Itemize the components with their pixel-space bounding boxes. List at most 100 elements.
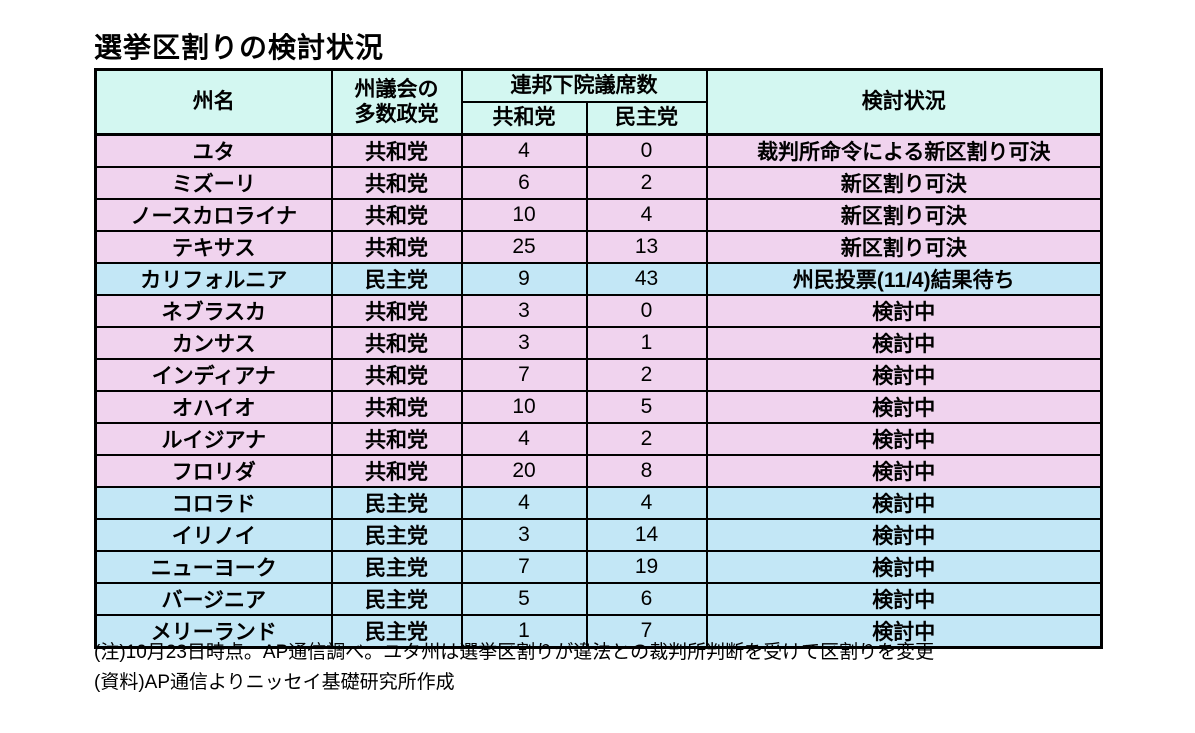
cell-status: 新区割り可決 [705, 166, 1103, 200]
header-majority-line1: 州議会の [354, 77, 439, 101]
cell-status: 検討中 [705, 518, 1103, 552]
cell-dem-seats: 43 [585, 262, 708, 296]
cell-dem-seats: 5 [585, 390, 708, 424]
cell-state: ノースカロライナ [94, 198, 333, 232]
header-republican: 共和党 [460, 101, 588, 136]
cell-state: カリフォルニア [94, 262, 333, 296]
redistricting-table: 州名 州議会の 多数政党 連邦下院議席数 検討状況 共和党 民主党 ユタ 共和党… [94, 68, 1103, 649]
cell-party: 民主党 [330, 582, 463, 616]
table-row: ユタ 共和党 4 0 裁判所命令による新区割り可決 [94, 133, 1103, 168]
cell-status: 検討中 [705, 582, 1103, 616]
cell-status: 検討中 [705, 454, 1103, 488]
table-row: イリノイ 民主党 3 14 検討中 [94, 518, 1103, 552]
cell-party: 共和党 [330, 422, 463, 456]
cell-party: 共和党 [330, 390, 463, 424]
header-majority-line2: 多数政党 [354, 103, 439, 126]
cell-state: フロリダ [94, 454, 333, 488]
cell-party: 共和党 [330, 166, 463, 200]
cell-party: 民主党 [330, 614, 463, 649]
table-row: ミズーリ 共和党 6 2 新区割り可決 [94, 166, 1103, 200]
cell-party: 民主党 [330, 550, 463, 584]
cell-state: コロラド [94, 486, 333, 520]
cell-rep-seats: 4 [460, 422, 588, 456]
cell-status: 検討中 [705, 294, 1103, 328]
cell-rep-seats: 4 [460, 486, 588, 520]
cell-rep-seats: 3 [460, 294, 588, 328]
cell-rep-seats: 10 [460, 198, 588, 232]
cell-party: 共和党 [330, 358, 463, 392]
table-row: メリーランド 民主党 1 7 検討中 [94, 614, 1103, 649]
cell-party: 民主党 [330, 262, 463, 296]
cell-dem-seats: 0 [585, 133, 708, 168]
cell-dem-seats: 8 [585, 454, 708, 488]
note-line: (注)10月23日時点。AP通信調べ。ユタ州は選挙区割りが違法との裁判所判断を受… [94, 642, 935, 663]
table-header: 州名 州議会の 多数政党 連邦下院議席数 検討状況 共和党 民主党 [94, 68, 1103, 136]
cell-party: 民主党 [330, 518, 463, 552]
cell-status: 検討中 [705, 326, 1103, 360]
cell-state: ネブラスカ [94, 294, 333, 328]
table-row: フロリダ 共和党 20 8 検討中 [94, 454, 1103, 488]
cell-state: メリーランド [94, 614, 333, 649]
table-row: テキサス 共和党 25 13 新区割り可決 [94, 230, 1103, 264]
cell-state: ミズーリ [94, 166, 333, 200]
cell-dem-seats: 7 [585, 614, 708, 649]
cell-party: 共和党 [330, 326, 463, 360]
cell-status: 検討中 [705, 358, 1103, 392]
table-row: ニューヨーク 民主党 7 19 検討中 [94, 550, 1103, 584]
cell-status: 検討中 [705, 390, 1103, 424]
cell-state: バージニア [94, 582, 333, 616]
header-majority-party: 州議会の 多数政党 [330, 68, 463, 136]
cell-rep-seats: 10 [460, 390, 588, 424]
cell-rep-seats: 3 [460, 518, 588, 552]
table-row: インディアナ 共和党 7 2 検討中 [94, 358, 1103, 392]
cell-status: 検討中 [705, 486, 1103, 520]
cell-status: 検討中 [705, 614, 1103, 649]
cell-status: 検討中 [705, 550, 1103, 584]
header-house-seats-group: 連邦下院議席数 [460, 68, 708, 103]
page-title: 選挙区割りの検討状況 [94, 26, 385, 70]
cell-dem-seats: 6 [585, 582, 708, 616]
cell-party: 共和党 [330, 133, 463, 168]
cell-rep-seats: 20 [460, 454, 588, 488]
table-row: カリフォルニア 民主党 9 43 州民投票(11/4)結果待ち [94, 262, 1103, 296]
footnotes: (注)10月23日時点。AP通信調べ。ユタ州は選挙区割りが違法との裁判所判断を受… [94, 638, 934, 699]
cell-rep-seats: 4 [460, 133, 588, 168]
cell-rep-seats: 7 [460, 358, 588, 392]
header-status: 検討状況 [705, 68, 1103, 136]
cell-state: イリノイ [94, 518, 333, 552]
cell-state: オハイオ [94, 390, 333, 424]
table-row: ノースカロライナ 共和党 10 4 新区割り可決 [94, 198, 1103, 232]
cell-state: カンサス [94, 326, 333, 360]
table-row: ルイジアナ 共和党 4 2 検討中 [94, 422, 1103, 456]
cell-party: 共和党 [330, 198, 463, 232]
cell-dem-seats: 2 [585, 422, 708, 456]
table-row: カンサス 共和党 3 1 検討中 [94, 326, 1103, 360]
cell-status: 新区割り可決 [705, 198, 1103, 232]
cell-state: ユタ [94, 133, 333, 168]
cell-rep-seats: 25 [460, 230, 588, 264]
cell-party: 共和党 [330, 230, 463, 264]
table-row: コロラド 民主党 4 4 検討中 [94, 486, 1103, 520]
cell-dem-seats: 13 [585, 230, 708, 264]
cell-state: テキサス [94, 230, 333, 264]
note-line: (資料)AP通信よりニッセイ基礎研究所作成 [94, 672, 455, 694]
cell-dem-seats: 2 [585, 166, 708, 200]
cell-party: 共和党 [330, 294, 463, 328]
cell-rep-seats: 5 [460, 582, 588, 616]
table-row: オハイオ 共和党 10 5 検討中 [94, 390, 1103, 424]
header-democrat: 民主党 [585, 101, 708, 136]
cell-dem-seats: 4 [585, 198, 708, 232]
cell-state: ルイジアナ [94, 422, 333, 456]
cell-state: ニューヨーク [94, 550, 333, 584]
cell-rep-seats: 9 [460, 262, 588, 296]
cell-dem-seats: 19 [585, 550, 708, 584]
cell-status: 裁判所命令による新区割り可決 [705, 133, 1103, 168]
table-row: ネブラスカ 共和党 3 0 検討中 [94, 294, 1103, 328]
cell-party: 共和党 [330, 454, 463, 488]
cell-rep-seats: 7 [460, 550, 588, 584]
cell-rep-seats: 1 [460, 614, 588, 649]
header-state: 州名 [94, 68, 333, 136]
cell-dem-seats: 0 [585, 294, 708, 328]
cell-state: インディアナ [94, 358, 333, 392]
